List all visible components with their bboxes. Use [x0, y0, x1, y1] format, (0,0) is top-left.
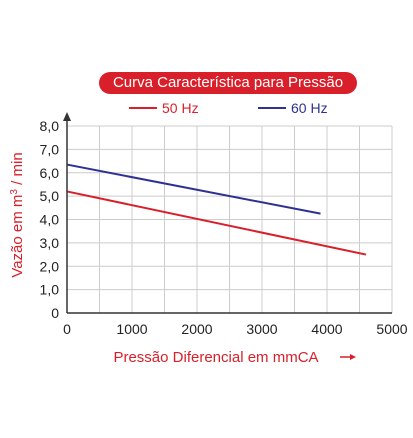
- y-tick-label: 1,0: [40, 282, 60, 298]
- chart-title: Curva Característica para Pressão: [99, 72, 357, 94]
- x-tick-label: 2000: [181, 321, 212, 337]
- x-axis-arrow-icon: [340, 354, 356, 360]
- y-tick-label: 5,0: [40, 188, 60, 204]
- series-line-1: [66, 163, 321, 215]
- y-tick-label: 4,0: [40, 212, 60, 228]
- y-tick-label: 2,0: [40, 258, 60, 274]
- y-axis-label: Vazão em m3 / min: [9, 152, 27, 277]
- legend-line-60hz: [258, 107, 286, 109]
- y-tick-label: 0: [51, 305, 59, 321]
- x-tick-label: 1000: [116, 321, 147, 337]
- y-tick-label: 8,0: [40, 118, 60, 134]
- legend-line-50hz: [129, 107, 157, 109]
- y-tick-label: 7,0: [40, 141, 60, 157]
- x-tick-label: 3000: [246, 321, 277, 337]
- y-axis-label-sup: 3: [9, 189, 20, 195]
- series-lines: [66, 163, 367, 256]
- y-axis-arrow-icon: [63, 112, 71, 121]
- grid: [67, 125, 393, 313]
- x-tick-label: 4000: [311, 321, 342, 337]
- x-axis-label: Pressão Diferencial em mmCA: [113, 349, 318, 366]
- x-tick-label: 0: [63, 321, 71, 337]
- tick-labels: 0 1000 2000 3000 4000 5000 0 1,0 2,0 3,0 4,0 5,0 6,0…: [40, 118, 408, 337]
- series-line-0: [66, 190, 367, 256]
- y-axis-label-main: Vazão em m: [9, 195, 26, 278]
- y-tick-label: 6,0: [40, 165, 60, 181]
- axes: [63, 112, 392, 314]
- x-tick-label: 5000: [376, 321, 407, 337]
- legend-label-60hz: 60 Hz: [291, 100, 328, 116]
- y-axis-label-suffix: / min: [9, 152, 26, 189]
- legend-label-50hz: 50 Hz: [162, 100, 199, 116]
- y-tick-label: 3,0: [40, 235, 60, 251]
